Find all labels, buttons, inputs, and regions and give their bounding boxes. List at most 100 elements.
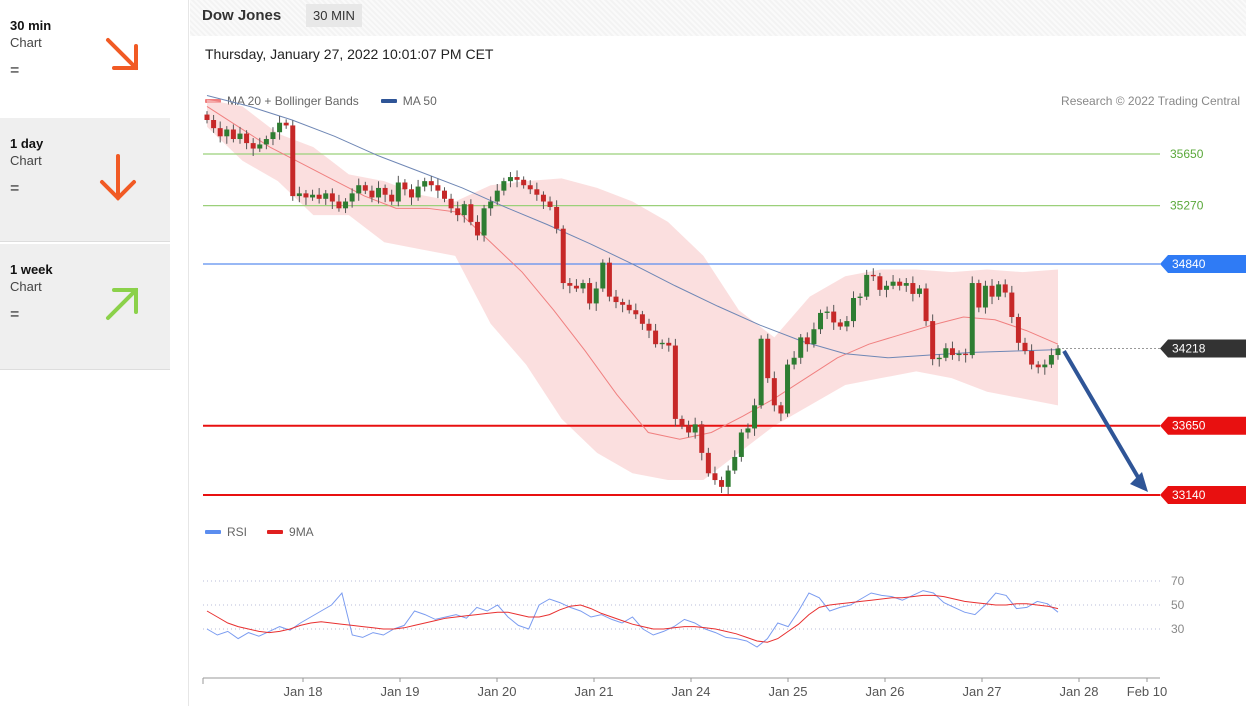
candle-body: [771, 378, 777, 406]
candle: [283, 119, 289, 129]
candle-body: [963, 353, 969, 356]
x-tick-label: Jan 18: [283, 684, 322, 699]
candle-body: [540, 194, 546, 202]
candle: [1042, 359, 1048, 375]
candle-body: [633, 310, 639, 315]
candle: [593, 281, 599, 311]
candle-body: [580, 283, 586, 289]
candle-body: [752, 405, 758, 429]
candle-body: [653, 330, 659, 345]
candle-body: [415, 186, 421, 198]
candle-body: [547, 201, 553, 207]
candle: [547, 196, 553, 211]
candle: [725, 465, 731, 495]
rsi-level-label: 70: [1171, 574, 1185, 588]
candle: [712, 466, 718, 485]
candle-body: [844, 321, 850, 327]
candle: [1015, 313, 1021, 351]
candle: [633, 303, 639, 320]
candle-body: [481, 208, 487, 236]
candle-body: [877, 276, 883, 290]
candle-body: [903, 283, 909, 286]
candle-body: [791, 357, 797, 365]
candle-body: [1029, 350, 1035, 365]
timeframe-1day[interactable]: 1 day Chart =: [0, 118, 170, 242]
candle: [250, 138, 256, 157]
candle-body: [1022, 342, 1028, 351]
rsi-line: [206, 590, 1059, 648]
candle-body: [850, 297, 856, 322]
timeframe-sidebar: 30 min Chart = 1 day Chart = 1 week Char…: [0, 0, 170, 706]
candle-body: [930, 321, 936, 360]
bollinger-band: [207, 99, 1058, 481]
candle-body: [461, 204, 467, 216]
candle-body: [290, 125, 296, 197]
candle-body: [270, 132, 276, 140]
candle-body: [204, 114, 210, 120]
candle: [554, 200, 560, 234]
candle-body: [1048, 355, 1054, 365]
level-label: 35270: [1170, 199, 1204, 213]
candle-body: [395, 182, 401, 202]
candle: [329, 188, 335, 209]
candle-body: [283, 122, 289, 126]
candle-body: [1035, 364, 1041, 368]
candle: [963, 348, 969, 363]
candle-body: [818, 312, 824, 330]
candle: [864, 269, 870, 301]
rsi-level-label: 30: [1171, 622, 1185, 636]
candle: [501, 177, 507, 196]
candle-body: [620, 302, 626, 305]
candle-body: [672, 345, 678, 419]
timeframe-sublabel: Chart: [10, 35, 42, 50]
candle-body: [857, 296, 863, 298]
candle: [514, 170, 520, 188]
candle: [580, 279, 586, 294]
candle-body: [699, 424, 705, 453]
candle-body: [376, 187, 382, 198]
candle-body: [534, 189, 540, 195]
candle: [639, 310, 645, 330]
level-label: 34840: [1172, 257, 1206, 271]
level-badge: [1160, 416, 1246, 435]
candle-body: [336, 201, 342, 209]
level-badge: [1160, 486, 1246, 504]
timeframe-sublabel: Chart: [10, 153, 42, 168]
candle: [560, 225, 566, 290]
candle: [343, 198, 349, 214]
x-tick-label: Jan 26: [865, 684, 904, 699]
candle-body: [732, 456, 738, 471]
ma50-line: [206, 95, 1059, 359]
candle: [1035, 361, 1041, 374]
candle-body: [606, 262, 612, 297]
candle: [310, 189, 316, 201]
candle: [798, 333, 804, 364]
legend-swatch: [205, 530, 221, 534]
candle-body: [573, 285, 579, 289]
candle: [296, 186, 302, 203]
candle: [230, 124, 236, 143]
candle: [540, 191, 546, 209]
legend-swatch: [380, 99, 397, 103]
candle-body: [692, 424, 698, 433]
candle-body: [679, 418, 685, 426]
candle: [732, 450, 738, 474]
candle: [211, 114, 217, 133]
candle: [692, 417, 698, 439]
x-tick-label: Jan 27: [962, 684, 1001, 699]
candle: [738, 429, 744, 462]
candle: [659, 339, 665, 349]
candle-body: [989, 285, 995, 297]
timeframe-1week[interactable]: 1 week Chart =: [0, 244, 170, 370]
timeframe-badge[interactable]: 30 MIN: [306, 4, 362, 27]
candle-body: [501, 181, 507, 191]
x-tick-label: Jan 24: [671, 684, 710, 699]
candle-body: [567, 283, 573, 286]
candle-body: [296, 193, 302, 197]
candle-body: [488, 201, 494, 209]
candle-body: [916, 288, 922, 294]
candle-body: [686, 425, 692, 433]
candle-body: [804, 337, 810, 345]
timeframe-label: 1 week: [10, 262, 53, 277]
